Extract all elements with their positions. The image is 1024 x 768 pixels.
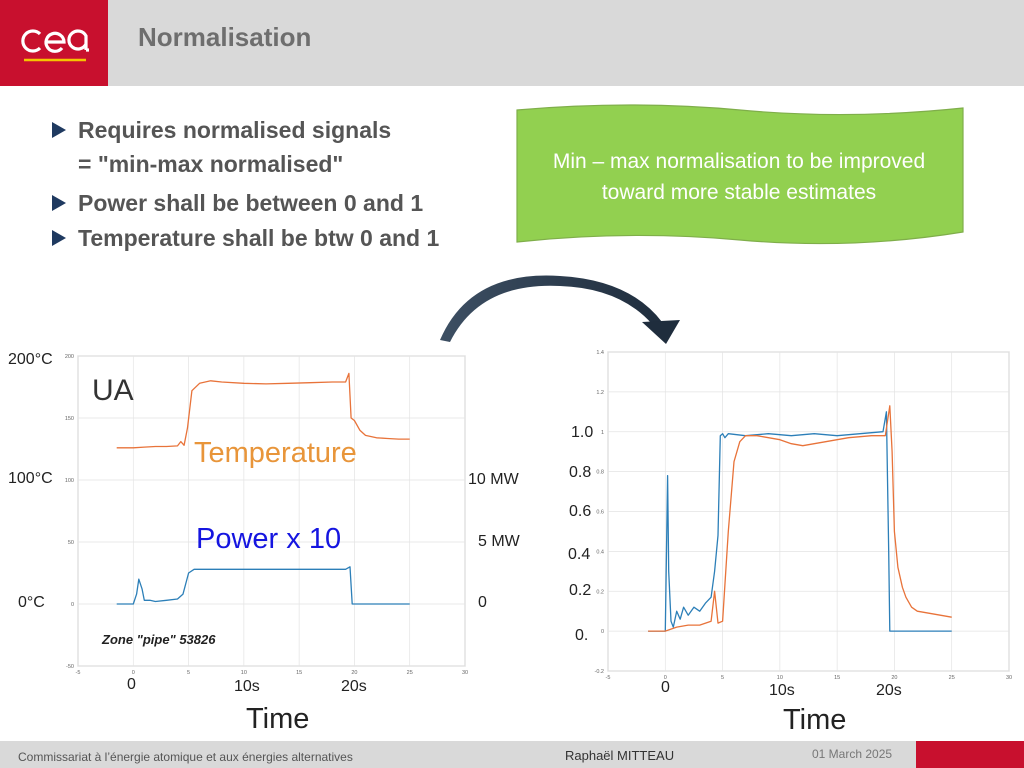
chart1-series-temperature — [116, 372, 410, 449]
normalised-signals-chart: -5 0 5 10 15 20 25 30 1.4 1.2 1 0.8 0.6 0.4 0.2 0 -0.2 — [595, 350, 1013, 680]
chart2-y-tick-label: 0.8 — [596, 470, 604, 476]
chart1-left-label-0: 0°C — [18, 594, 45, 611]
chart1-zone-annotation: Zone "pipe" 53826 — [102, 632, 216, 647]
chart2-left-label-02: 0.2 — [569, 582, 592, 599]
chart2-x-label-0: 0 — [661, 679, 670, 696]
chart1-x-label-20s: 20s — [341, 678, 367, 695]
footer-bar — [0, 741, 1024, 768]
chart1-time-label: Time — [246, 703, 310, 735]
chart1-x-label-10s: 10s — [234, 678, 260, 695]
bullet-2-text: Power shall be between 0 and 1 — [78, 190, 424, 216]
chart2-left-label-06: 0.6 — [569, 503, 592, 520]
bullet-2: Power shall be between 0 and 1 — [52, 190, 423, 217]
chart2-series-temperature — [648, 405, 952, 632]
chart1-left-label-100: 100°C — [8, 470, 53, 487]
callout-shape — [516, 104, 964, 245]
footer-organisation: Commissariat à l’énergie atomique et aux… — [18, 750, 353, 764]
chart2-x-tick-label: 20 — [891, 675, 897, 680]
chart2-time-label: Time — [783, 704, 847, 736]
chart2-x-tick-label: 30 — [1006, 675, 1012, 680]
chart2-x-tick-label: 10 — [777, 675, 783, 680]
chart2-left-label-08: 0.8 — [569, 464, 592, 481]
chart1-x-tick-label: 30 — [462, 670, 468, 676]
chart2-x-tick-label: -5 — [606, 675, 611, 680]
chart1-ua-label: UA — [92, 374, 134, 407]
chart2-y-tick-label: 0.2 — [596, 589, 604, 595]
chart2-y-tick-label: 1.2 — [596, 390, 604, 396]
chart1-y-tick-label: 0 — [71, 602, 74, 608]
header-bar — [0, 0, 1024, 86]
footer-author: Raphaël MITTEAU — [565, 748, 675, 763]
chart1-power-label: Power x 10 — [196, 523, 342, 555]
bullet-3: Temperature shall be btw 0 and 1 — [52, 225, 439, 252]
page-title: Normalisation — [138, 22, 312, 52]
bullet-3-text: Temperature shall be btw 0 and 1 — [78, 225, 440, 251]
chart2-y-tick-label: 1 — [601, 430, 604, 436]
chart1-x-label-0: 0 — [127, 676, 136, 693]
chart1-x-tick-label: 0 — [132, 670, 135, 676]
chart2-y-tick-label: 0.6 — [596, 510, 604, 516]
chart1-y-tick-label: 200 — [65, 354, 74, 360]
chart1-temperature-label: Temperature — [194, 437, 357, 469]
chart2-y-tick-label: 0.4 — [596, 549, 604, 555]
chart1-y-tick-label: 150 — [65, 416, 74, 422]
chart2-x-tick-label: 25 — [949, 675, 955, 680]
chart2-left-label-1: 1.0 — [571, 424, 594, 441]
chart2-y-tick-label: -0.2 — [595, 669, 604, 675]
triangle-bullet-icon — [52, 194, 66, 211]
chart1-plot-area — [77, 355, 466, 667]
chart1-right-label-5mw: 5 MW — [478, 533, 520, 550]
chart1-x-tick-label: 15 — [296, 670, 302, 676]
curved-arrow-icon — [440, 275, 680, 344]
callout-text: Min – max normalisation to be improved t… — [520, 146, 958, 208]
bullet-1: Requires normalised signals — [52, 117, 391, 144]
callout-line-2: toward more stable estimates — [601, 181, 877, 204]
chart1-series-power-x-10 — [116, 566, 410, 605]
chart2-x-label-10s: 10s — [769, 682, 795, 699]
footer-date: 01 March 2025 — [812, 747, 893, 761]
chart1-x-tick-label: 5 — [187, 670, 190, 676]
chart1-y-tick-label: 100 — [65, 478, 74, 484]
chart2-y-tick-label: 0 — [601, 629, 604, 635]
chart1-left-label-200: 200°C — [8, 351, 53, 368]
bullet-1-cont: = "min-max normalised" — [78, 151, 344, 177]
chart1-x-tick-label: 25 — [407, 670, 413, 676]
triangle-bullet-icon — [52, 229, 66, 246]
chart1-right-label-0: 0 — [478, 594, 487, 611]
chart2-x-label-20s: 20s — [876, 682, 902, 699]
chart2-left-label-04: 0.4 — [568, 546, 591, 563]
chart1-y-tick-label: -50 — [66, 664, 74, 670]
chart2-x-tick-label: 0 — [664, 675, 667, 680]
chart2-x-tick-label: 15 — [834, 675, 840, 680]
footer-red-block — [916, 741, 1024, 768]
chart2-x-tick-label: 5 — [721, 675, 724, 680]
callout-line-1: Min – max normalisation to be improved — [552, 150, 926, 173]
cea-logo — [0, 0, 108, 86]
triangle-bullet-icon — [52, 121, 66, 138]
bullet-1-text: Requires normalised signals — [78, 117, 392, 143]
chart1-right-label-10mw: 10 MW — [468, 471, 519, 488]
chart1-x-tick-label: -5 — [76, 670, 81, 676]
chart2-y-tick-label: 1.4 — [596, 350, 604, 356]
chart2-left-label-0: 0. — [575, 627, 589, 644]
chart2-series-power — [648, 411, 952, 632]
chart1-y-tick-label: 50 — [68, 540, 74, 546]
chart1-x-tick-label: 10 — [241, 670, 247, 676]
chart1-x-tick-label: 20 — [351, 670, 357, 676]
